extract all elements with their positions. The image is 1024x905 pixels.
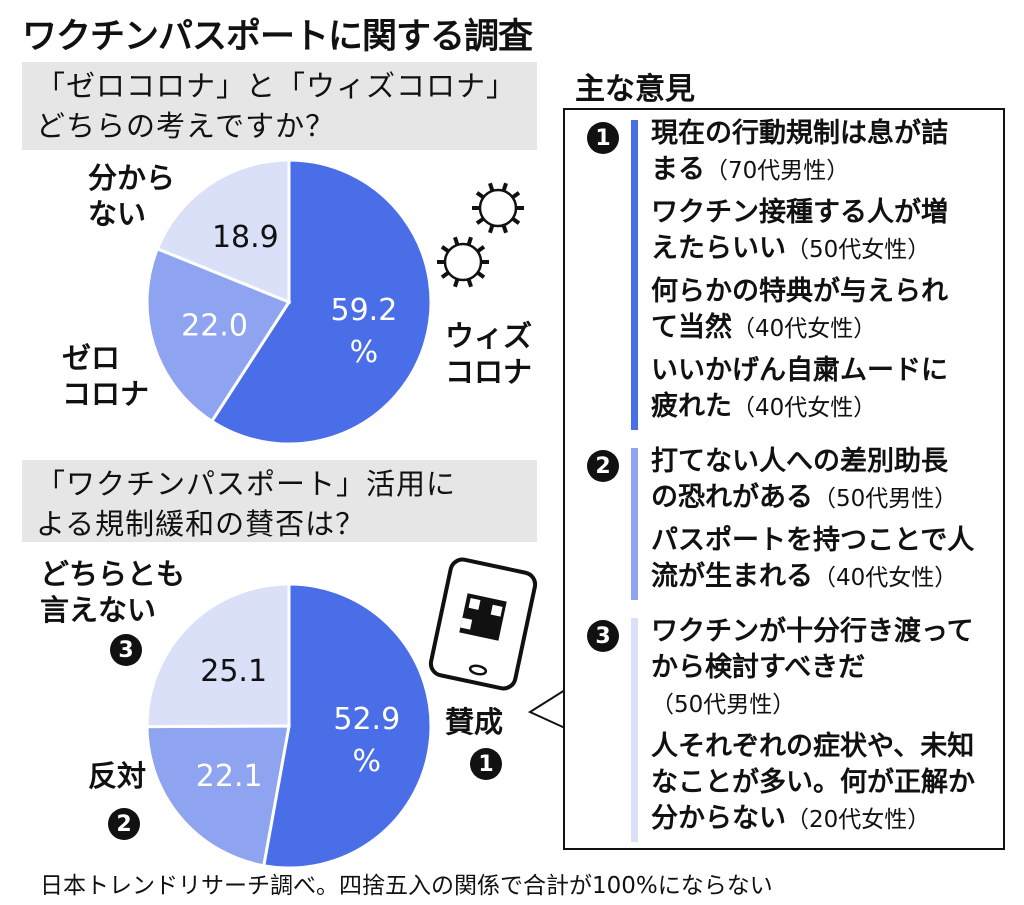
label-with-corona: ウィズ コロナ — [445, 319, 533, 389]
percent-unit: % — [353, 744, 382, 779]
question-2-line2: よる規制緩和の賛否は？ — [36, 507, 366, 541]
question-1-line1: 「ゼロコロナ」と「ウィズコロナ」 — [36, 69, 517, 103]
label-neither: どちらとも 言えない — [40, 557, 186, 627]
section-bar — [631, 618, 638, 842]
section-number-badge: 2 — [587, 450, 619, 482]
number-3-badge: 3 — [110, 634, 142, 666]
virus-spikes-icon — [437, 182, 524, 288]
opinion-section: ワクチンが十分行き渡って から検討すべきだ（50代男性） 人それぞれの症状や、未知な… — [651, 614, 1001, 844]
footnote: 日本トレンドリサーチ調べ。四捨五入の関係で合計が100%にならない — [40, 873, 773, 899]
question-2: 「ワクチンパスポート」活用に よる規制緩和の賛否は？ — [22, 460, 537, 542]
question-1-line2: どちらの考えですか？ — [36, 109, 336, 143]
pie-slice — [155, 158, 291, 305]
pie-slice — [145, 246, 292, 424]
label-unknown: 分から ない — [88, 161, 176, 231]
opinion-section: 打てない人への差別助長 の恐れがある（50代男性） パスポートを持つことで人 流が生ま… — [651, 444, 1001, 602]
slice-value-label: 22.1 — [196, 759, 263, 794]
percent-unit: % — [350, 335, 379, 370]
pie-chart-2: 52.9% 22.1 25.1 — [145, 582, 433, 870]
section-number-badge: 1 — [587, 122, 619, 154]
pie-chart-1: 59.2% 22.0 18.9 — [145, 158, 433, 446]
opinion-item: いいかげん自粛ムードに 疲れた（40代女性） — [651, 355, 948, 422]
pie-slice — [209, 158, 433, 446]
opinions-panel: 1 現在の行動規制は息が詰 まる（70代男性） ワクチン接種する人が増 えたらいい（50… — [563, 108, 1005, 850]
label-approve: 賛成 — [445, 705, 504, 739]
label-zero-corona: ゼロ コロナ — [62, 341, 150, 411]
section-number-badge: 3 — [587, 620, 619, 652]
opinion-item: パスポートを持つことで人 流が生まれる（40代女性） — [651, 525, 975, 592]
opinion-item: 人それぞれの症状や、未知 なことが多い。何が正解か 分からない（20代女性） — [651, 731, 975, 834]
slice-value-label: 22.0 — [181, 309, 248, 344]
pie-slice — [261, 582, 433, 870]
question-1: 「ゼロコロナ」と「ウィズコロナ」 どちらの考えですか？ — [22, 62, 537, 150]
slice-value-label: 59.2 — [331, 293, 398, 328]
number-2-badge: 2 — [108, 808, 140, 840]
section-bar — [631, 120, 638, 430]
slice-value-label: 52.9 — [333, 702, 400, 737]
opinion-section: 現在の行動規制は息が詰 まる（70代男性） ワクチン接種する人が増 えたらいい（50代… — [651, 116, 1001, 432]
slice-value-label: 18.9 — [212, 220, 279, 255]
section-bar — [631, 448, 638, 600]
smartphone-icon — [428, 557, 538, 691]
label-oppose: 反対 — [88, 759, 147, 793]
opinion-item: 現在の行動規制は息が詰 まる（70代男性） — [651, 118, 948, 185]
number-1-badge: 1 — [470, 748, 502, 780]
pie-slice — [145, 724, 291, 868]
page-title: ワクチンパスポートに関する調査 — [22, 17, 533, 57]
pie-slice — [145, 582, 291, 729]
opinion-item: ワクチンが十分行き渡って から検討すべきだ（50代男性） — [651, 616, 974, 718]
opinion-item: ワクチン接種する人が増 えたらいい（50代女性） — [651, 197, 948, 264]
slice-value-label: 25.1 — [200, 654, 267, 689]
virus-icon — [443, 188, 518, 282]
opinion-item: 打てない人への差別助長 の恐れがある（50代男性） — [651, 446, 958, 513]
opinion-item: 何らかの特典が与えられ て当然（40代女性） — [651, 276, 948, 343]
bubble-pointer — [527, 688, 566, 730]
question-2-line1: 「ワクチンパスポート」活用に — [36, 467, 457, 501]
panel-title: 主な意見 — [575, 72, 695, 107]
